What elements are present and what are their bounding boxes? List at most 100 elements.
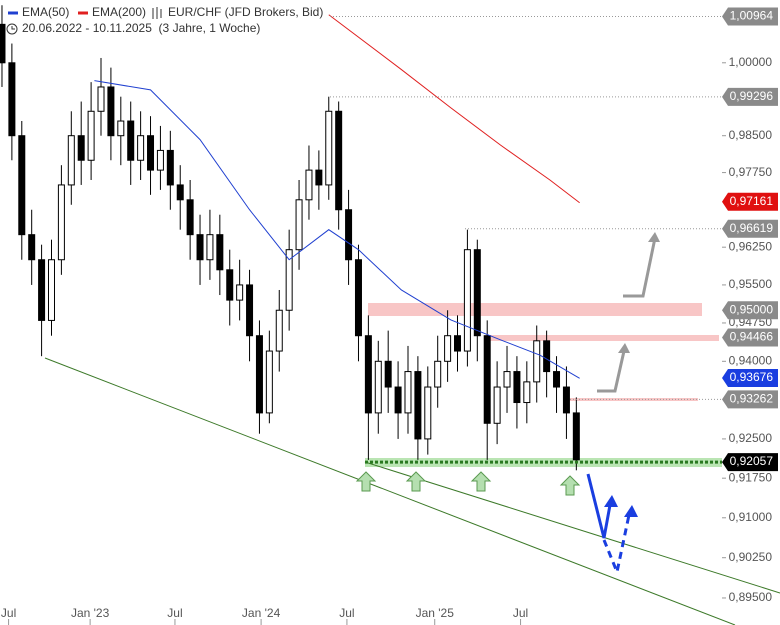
candle-body: [97, 86, 105, 112]
candle-body: [285, 249, 293, 311]
candle-body: [523, 381, 531, 404]
candle-body: [275, 309, 283, 352]
candle-body: [444, 335, 452, 362]
candle-body: [226, 269, 234, 301]
y-tick-label: 1,00000: [729, 55, 773, 69]
x-tick-label: Jan '23: [71, 606, 110, 620]
candle-body: [384, 360, 392, 388]
candle-body: [77, 135, 85, 161]
candle-body: [513, 371, 521, 404]
candle-body: [404, 371, 412, 414]
x-tick-label: Jul: [513, 606, 528, 620]
y-tick-label: 0,92500: [729, 431, 773, 445]
candle-body: [18, 135, 26, 236]
y-tick-label: 0,90250: [729, 550, 773, 564]
candle-body: [493, 386, 501, 424]
candle-body: [236, 284, 244, 301]
blue-dashed-arrow: [602, 514, 631, 578]
price-tag: [722, 219, 778, 238]
candle-body: [345, 209, 353, 261]
price-tag: [722, 87, 778, 106]
trend-line: [44, 357, 736, 625]
candle-body: [434, 360, 442, 388]
price-tag: [722, 328, 778, 347]
y-tick-label: 0,97750: [729, 165, 773, 179]
y-tick-label: 0,91750: [729, 470, 773, 484]
candle-body: [216, 234, 224, 271]
candle-body: [503, 371, 511, 388]
candle-body: [196, 234, 204, 261]
candle-body: [543, 340, 551, 373]
x-tick-label: Jul: [339, 606, 354, 620]
plot: 1,000000,985000,977500,962500,955000,947…: [0, 5, 778, 625]
price-tag: [722, 390, 778, 409]
candle-body: [57, 184, 65, 261]
price-tag-label: 0,94466: [730, 330, 774, 344]
resistance-zone: [485, 335, 719, 341]
candle-body: [246, 284, 254, 337]
price-tag: [722, 368, 778, 387]
candle-body: [265, 350, 273, 414]
candle-body: [117, 120, 125, 137]
clock-icon: [11, 26, 15, 30]
y-tick-label: 0,94000: [729, 353, 773, 367]
candle-body: [67, 135, 75, 186]
candle-body: [47, 259, 55, 321]
candle-body: [186, 199, 194, 236]
legend-label: EMA(200): [92, 5, 146, 19]
candle-body: [354, 259, 362, 337]
candle-body: [8, 62, 16, 137]
blue-arrow: [586, 473, 612, 539]
candle-body: [156, 149, 164, 171]
price-tag: [722, 192, 778, 211]
candle-body: [176, 184, 184, 201]
candle-body: [335, 110, 343, 211]
resistance-zone: [566, 398, 698, 401]
price-tag-label: 0,92057: [730, 454, 774, 468]
y-tick-label: 0,95500: [729, 277, 773, 291]
candle-body: [28, 234, 36, 261]
y-tick-label: 0,98500: [729, 128, 773, 142]
chart-title: EUR/CHF (JFD Brokers, Bid): [168, 5, 323, 19]
ema-line: [94, 80, 580, 379]
candle-body: [0, 23, 6, 64]
arrow-head: [624, 505, 638, 517]
candle-body: [295, 199, 303, 251]
candle-body: [127, 120, 135, 161]
legend-label: EMA(50): [22, 5, 69, 19]
candle-body: [255, 335, 263, 414]
candle-body: [107, 86, 115, 137]
candle-body: [562, 386, 570, 414]
price-tag-label: 0,93262: [730, 392, 774, 406]
support-zone: [365, 458, 722, 467]
y-tick-label: 0,89500: [729, 590, 773, 604]
candle-body: [572, 412, 580, 461]
chart-subtitle: 20.06.2022 - 10.11.2025 (3 Jahre, 1 Woch…: [22, 21, 260, 35]
candle-body: [374, 360, 382, 414]
candle-body: [483, 335, 491, 424]
price-tag: [722, 7, 778, 26]
candle-icon: [152, 7, 162, 19]
clock-icon: [6, 23, 18, 35]
candle-body: [533, 340, 541, 383]
candle-body: [38, 259, 46, 321]
x-tick-label: Jan '24: [242, 606, 281, 620]
ema-line: [328, 14, 580, 204]
y-tick-label: 0,96250: [729, 239, 773, 253]
candle-body: [325, 110, 333, 186]
price-tag-label: 0,95000: [730, 302, 774, 316]
price-tag-label: 1,00964: [730, 9, 774, 23]
gray-arrows: [597, 237, 657, 393]
candle-body: [553, 371, 561, 388]
candle-body: [414, 371, 422, 440]
candle-body: [454, 335, 462, 352]
candle-body: [463, 249, 471, 352]
candle-body: [87, 110, 95, 161]
candle-body: [424, 386, 432, 440]
candle-body: [315, 169, 323, 186]
x-tick-label: Jan '25: [416, 606, 455, 620]
candle-body: [166, 149, 174, 186]
trend-line: [364, 461, 780, 594]
price-tag-label: 0,97161: [730, 194, 774, 208]
